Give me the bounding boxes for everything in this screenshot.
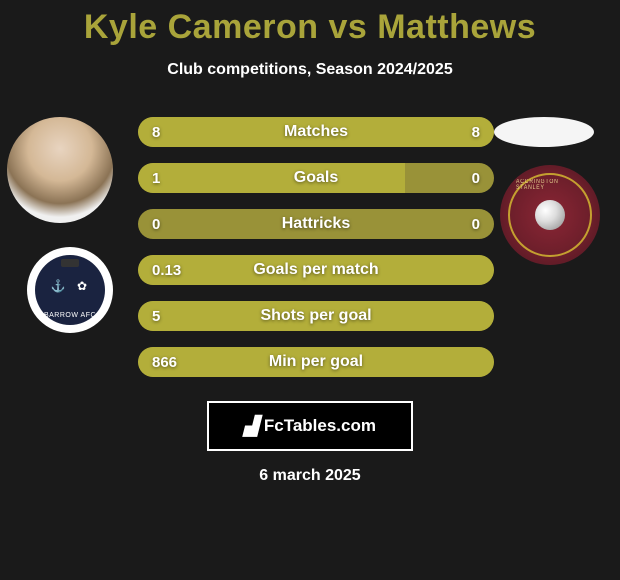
brand-text: FcTables.com [264,416,376,436]
stat-row: 5Shots per goal [138,301,494,331]
stat-row: 0.13Goals per match [138,255,494,285]
stat-bars: 8Matches81Goals00Hattricks00.13Goals per… [138,117,494,393]
club-left-name: BARROW AFC [44,312,96,319]
page-title: Kyle Cameron vs Matthews [0,8,620,47]
stats-area: ⚓ ✿ BARROW AFC ACCRINGTON STANLEY 8Match… [0,109,620,399]
brand-badge[interactable]: ▟ FcTables.com [207,401,413,451]
football-icon [535,200,565,230]
stat-value-right: 0 [472,216,480,233]
stat-label: Goals per match [138,261,494,279]
anchor-icon: ⚓ [49,277,67,295]
stat-label: Min per goal [138,353,494,371]
club-logo-left-inner: ⚓ ✿ BARROW AFC [35,255,105,325]
stat-value-right: 0 [472,170,480,187]
stat-label: Matches [138,123,494,141]
club-right-name: ACCRINGTON STANLEY [516,179,584,191]
player-photo-left [7,117,113,223]
club-logo-right-inner: ACCRINGTON STANLEY [508,173,592,257]
club-logo-right: ACCRINGTON STANLEY [500,165,600,265]
stat-row: 8Matches8 [138,117,494,147]
subtitle: Club competitions, Season 2024/2025 [0,61,620,79]
chart-icon: ▟ [244,416,258,437]
club-crest-icons: ⚓ ✿ [49,277,91,295]
flower-icon: ✿ [73,277,91,295]
club-logo-left: ⚓ ✿ BARROW AFC [27,247,113,333]
stat-label: Hattricks [138,215,494,233]
stat-row: 1Goals0 [138,163,494,193]
player-photo-right [494,117,594,147]
stat-label: Shots per goal [138,307,494,325]
stat-label: Goals [138,169,494,187]
stat-row: 866Min per goal [138,347,494,377]
footer-date: 6 march 2025 [0,467,620,485]
stat-value-right: 8 [472,124,480,141]
stat-row: 0Hattricks0 [138,209,494,239]
comparison-card: Kyle Cameron vs Matthews Club competitio… [0,0,620,485]
